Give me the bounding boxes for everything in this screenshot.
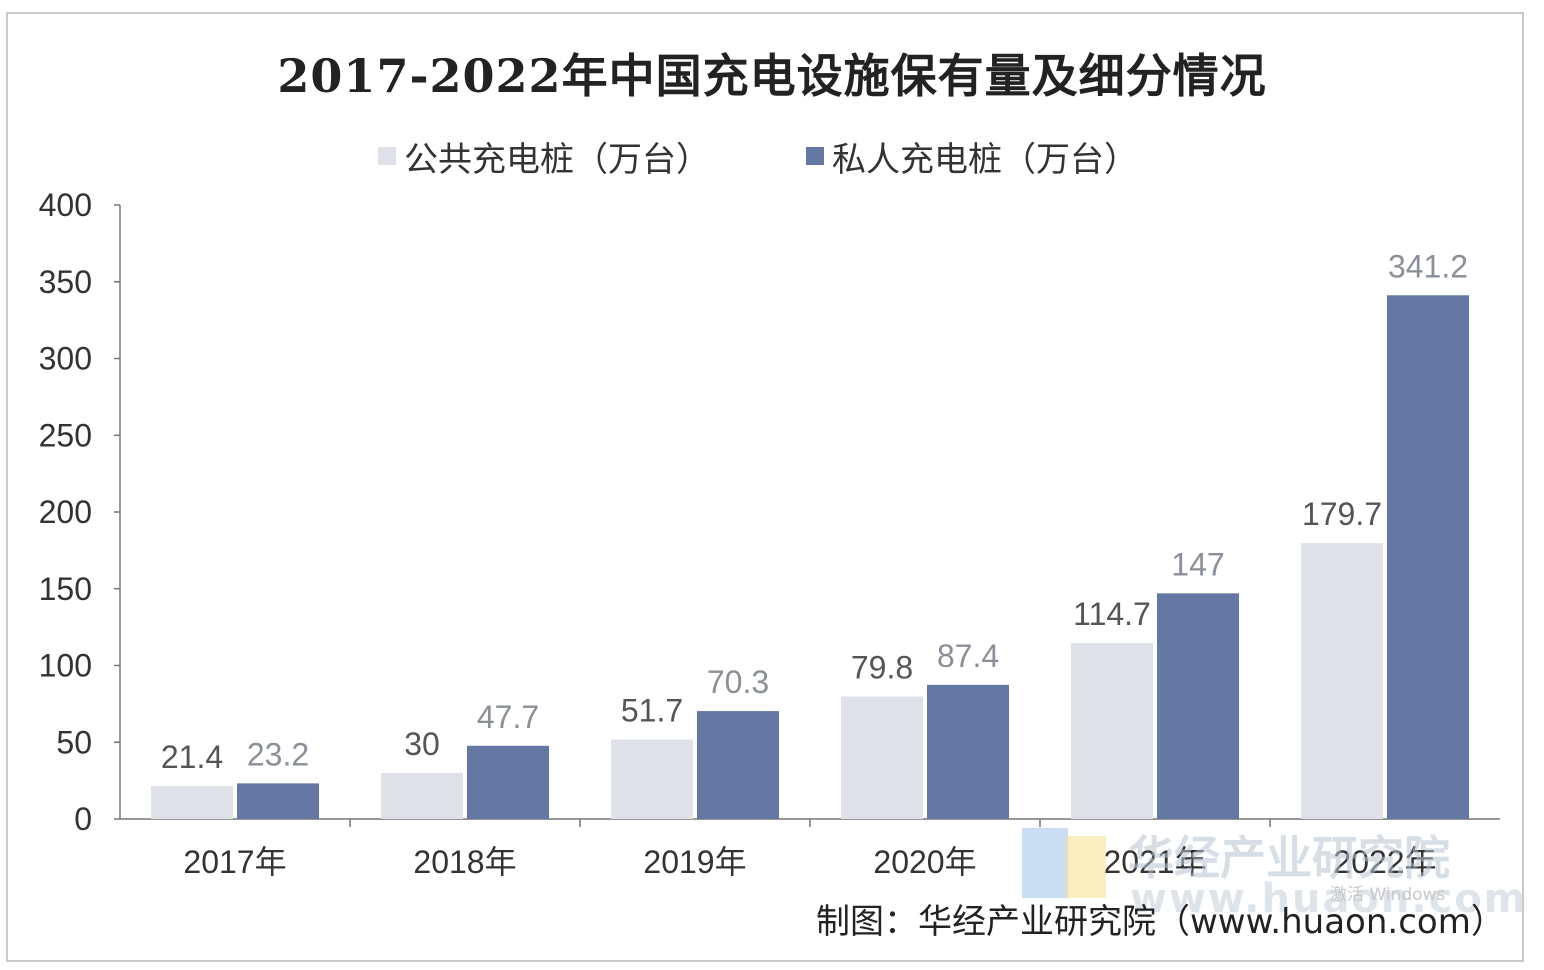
data-label: 114.7	[1073, 596, 1151, 632]
x-tick-label: 2020年	[873, 844, 976, 880]
y-tick-label: 50	[56, 724, 92, 760]
y-tick-label: 250	[39, 417, 92, 453]
legend-label-public: 公共充电桩（万台）	[404, 139, 710, 180]
chart-bars	[151, 295, 1469, 819]
chart-data-labels: 21.4 23.2 30 47.7 51.7 70.3 79.8 87.4 114.7 147 17…	[161, 248, 1468, 775]
legend-swatch-private	[806, 147, 824, 165]
y-tick-label: 300	[39, 341, 92, 377]
bar-private	[697, 711, 779, 819]
legend-label-private: 私人充电桩（万台）	[832, 139, 1138, 180]
x-tick-label: 2022年	[1333, 844, 1436, 880]
data-label: 51.7	[621, 693, 683, 729]
x-tick-label: 2019年	[643, 844, 746, 880]
x-tick-label: 2017年	[183, 844, 286, 880]
legend-swatch-public	[378, 147, 396, 165]
data-label: 23.2	[247, 736, 309, 772]
y-tick-label: 400	[39, 187, 92, 223]
bar-public	[1301, 543, 1383, 819]
source-note: 制图：华经产业研究院（www.huaon.com）	[816, 902, 1505, 942]
data-label: 70.3	[707, 664, 769, 700]
legend-item-public: 公共充电桩（万台）	[378, 134, 710, 180]
watermark-url: www.huaon.com	[1130, 876, 1528, 922]
chart-title: 2017-2022年中国充电设施保有量及细分情况	[277, 49, 1267, 103]
data-label: 47.7	[477, 699, 539, 735]
watermark-logo-accent	[1066, 836, 1106, 898]
bar-public	[611, 739, 693, 819]
bar-public	[1071, 642, 1153, 819]
bar-public	[841, 696, 923, 819]
data-label: 21.4	[161, 739, 223, 775]
data-label: 79.8	[851, 650, 913, 686]
bar-private	[1387, 295, 1469, 819]
data-label: 87.4	[937, 638, 999, 674]
data-label: 341.2	[1388, 248, 1468, 284]
y-tick-label: 0	[74, 801, 92, 837]
y-tick-label: 150	[39, 571, 92, 607]
bar-private	[927, 684, 1009, 819]
x-tick-label: 2018年	[413, 844, 516, 880]
bar-public	[151, 786, 233, 819]
bar-public	[381, 772, 463, 819]
bar-private	[237, 783, 319, 819]
y-tick-label: 350	[39, 264, 92, 300]
chart-axes: 0 50 100 150 200 250 300 350 400 2017年 2018年 2019年 2…	[39, 187, 1500, 880]
data-label: 30	[404, 726, 440, 762]
y-tick-label: 200	[39, 494, 92, 530]
x-tick-label: 2021年	[1103, 844, 1206, 880]
y-tick-label: 100	[39, 648, 92, 684]
bar-private	[1157, 593, 1239, 819]
watermark-logo	[1022, 828, 1068, 898]
watermark-name: 华经产业研究院	[1128, 831, 1450, 885]
data-label: 147	[1171, 546, 1224, 582]
data-label: 179.7	[1302, 496, 1382, 532]
bar-private	[467, 745, 549, 819]
activate-windows-notice: 激活 Windows	[1330, 885, 1446, 905]
legend-item-private: 私人充电桩（万台）	[806, 134, 1138, 180]
